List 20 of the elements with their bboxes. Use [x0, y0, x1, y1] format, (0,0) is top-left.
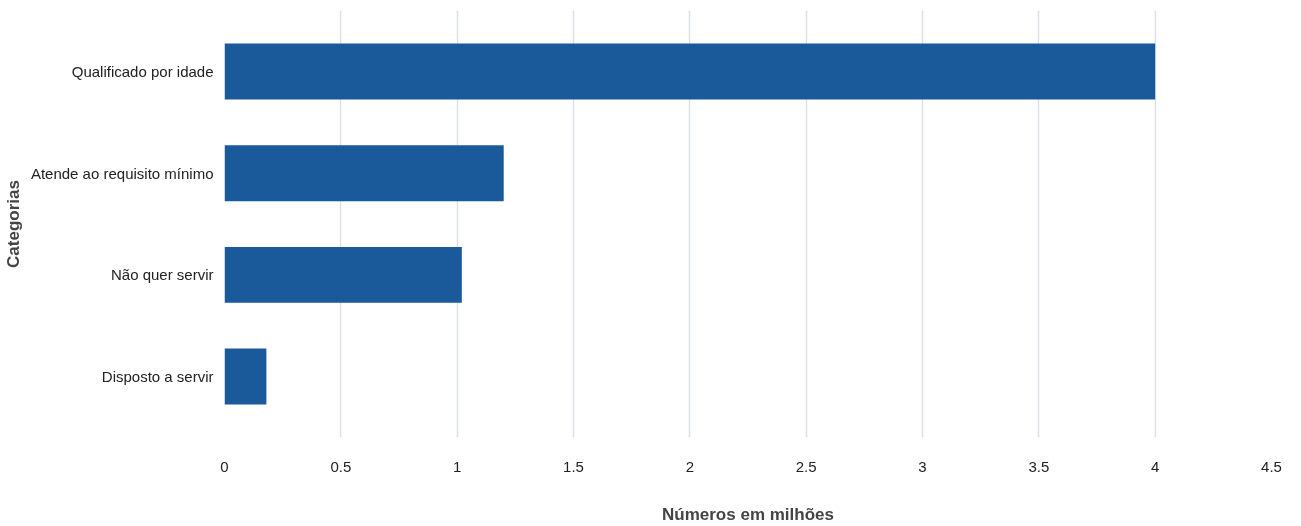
bar [224, 43, 1156, 100]
x-tick-label: 4.5 [1261, 457, 1282, 475]
y-tick-label: Qualificado por idade [71, 63, 214, 80]
x-tick-label: 3.5 [1028, 457, 1050, 475]
x-tick-label: 3 [918, 457, 927, 475]
y-tick-label: Não quer servir [110, 266, 214, 284]
y-tick-label: Disposto a servir [101, 368, 214, 385]
bar [224, 246, 462, 303]
x-tick-label: 2.5 [795, 457, 817, 475]
y-tick-label: Atende ao requisito mínimo [30, 164, 214, 182]
x-tick-label: 2 [685, 457, 695, 475]
x-tick-label: 1 [453, 457, 462, 475]
bar [224, 145, 504, 202]
x-tick-label: 0.5 [330, 457, 352, 475]
x-tick-label: 4 [1151, 457, 1160, 475]
bar [224, 348, 267, 405]
x-tick-label: 0 [220, 457, 229, 475]
x-axis-title: Números em milhões [662, 504, 834, 524]
x-tick-label: 1.5 [563, 457, 584, 475]
y-axis-title: Categorias [3, 180, 23, 268]
